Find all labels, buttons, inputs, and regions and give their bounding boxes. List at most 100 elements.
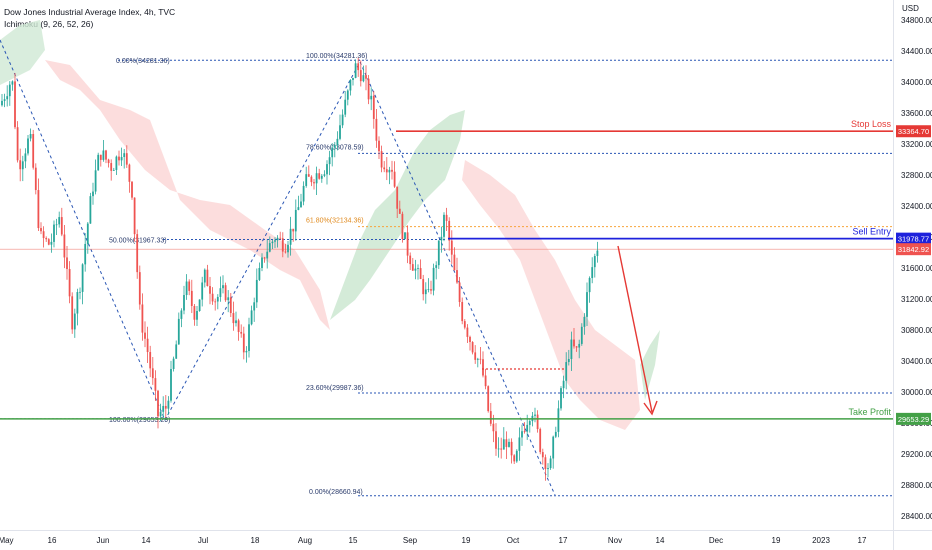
candle-body xyxy=(346,90,349,100)
candle-body xyxy=(123,153,126,158)
candle-body xyxy=(378,140,380,152)
candle-body xyxy=(396,186,399,209)
x-tick-label: Nov xyxy=(608,536,622,545)
candle-body xyxy=(320,175,323,179)
candle-body xyxy=(292,228,295,232)
candle-body xyxy=(474,352,477,360)
candle-body xyxy=(489,411,492,424)
candle-body xyxy=(190,290,193,306)
projection-arrow-head xyxy=(643,400,658,416)
candle-body xyxy=(175,344,178,359)
candle-body xyxy=(544,457,547,470)
candle-body xyxy=(250,310,253,325)
candle-body xyxy=(409,255,412,265)
candle-body xyxy=(216,296,219,302)
fib-label: 0.00%(28660.94) xyxy=(309,489,363,496)
candle-body xyxy=(567,358,570,363)
candle-body xyxy=(193,305,196,320)
candle-body xyxy=(310,176,313,183)
candle-body xyxy=(24,153,27,162)
candle-body xyxy=(180,310,183,319)
fibonacci-levels: 0.00%(34281.36)50.00%(31967.33)100.00%(2… xyxy=(0,39,893,497)
candle-body xyxy=(198,299,201,312)
candle-body xyxy=(144,332,146,339)
candle-body xyxy=(172,358,175,369)
candle-body xyxy=(76,292,79,314)
current-price-tag-text: 31842.92 xyxy=(898,245,929,254)
candle-body xyxy=(461,302,464,322)
y-tick-label: 30000.00 xyxy=(901,388,932,397)
candle-body xyxy=(323,174,326,176)
candle-body xyxy=(560,388,562,409)
candle-body xyxy=(115,156,118,170)
x-tick-label: Jul xyxy=(198,536,208,545)
x-tick-label: 18 xyxy=(251,536,260,545)
axis-currency-label: USD xyxy=(902,4,919,13)
candle-body xyxy=(443,214,445,237)
candle-body xyxy=(141,304,144,333)
candle-body xyxy=(315,173,318,184)
candle-body xyxy=(536,414,539,430)
price-axis-tag-text: 31978.77 xyxy=(898,235,929,244)
candle-body xyxy=(105,150,107,160)
y-tick-label: 28800.00 xyxy=(901,481,932,490)
candle-body xyxy=(307,174,310,177)
candle-body xyxy=(430,289,432,291)
candle-body xyxy=(362,75,365,82)
price-axis-tag-text: 33364.70 xyxy=(898,127,929,136)
candle-body xyxy=(344,99,347,115)
candle-body xyxy=(588,278,591,293)
candle-body xyxy=(445,214,448,221)
candle-body xyxy=(222,285,224,289)
candle-body xyxy=(50,241,53,245)
candle-body xyxy=(549,458,552,469)
candle-body xyxy=(45,238,48,240)
candle-body xyxy=(79,291,81,293)
candle-body xyxy=(305,174,308,186)
chart-legend: Dow Jones Industrial Average Index, 4h, … xyxy=(4,6,175,30)
candle-body xyxy=(86,223,89,244)
candle-body xyxy=(284,251,287,253)
candle-body xyxy=(29,134,32,139)
candle-body xyxy=(32,134,35,168)
x-tick-label: 14 xyxy=(656,536,665,545)
candle-body xyxy=(99,154,102,160)
x-tick-label: 17 xyxy=(858,536,867,545)
x-tick-label: May xyxy=(0,536,14,545)
cloud-bearish-region xyxy=(462,160,640,430)
candle-body xyxy=(518,437,521,451)
candle-body xyxy=(448,220,451,241)
candle-body xyxy=(211,293,214,302)
candle-body xyxy=(42,231,45,239)
x-tick-label: 2023 xyxy=(812,536,830,545)
candle-body xyxy=(534,414,536,416)
candle-body xyxy=(456,270,458,283)
candle-body xyxy=(437,240,440,266)
candle-body xyxy=(55,224,58,226)
candle-body xyxy=(125,153,128,165)
candle-body xyxy=(557,408,560,432)
candle-body xyxy=(149,352,152,369)
candle-body xyxy=(219,288,222,297)
candle-body xyxy=(21,161,24,170)
candle-body xyxy=(450,240,453,255)
x-tick-label: 17 xyxy=(559,536,568,545)
candle-body xyxy=(268,243,271,252)
candle-body xyxy=(411,264,414,271)
candle-body xyxy=(404,232,406,240)
candle-body xyxy=(388,169,391,173)
candle-body xyxy=(383,167,386,170)
candle-body xyxy=(562,380,565,389)
candle-body xyxy=(185,281,188,296)
candle-body xyxy=(245,350,248,353)
candle-body xyxy=(261,257,263,268)
candle-body xyxy=(34,167,37,191)
candle-body xyxy=(352,77,354,80)
candle-body xyxy=(170,368,172,401)
candle-body xyxy=(570,339,573,359)
price-axis-tag xyxy=(896,412,931,425)
candle-body xyxy=(188,281,191,291)
candle-body xyxy=(128,164,131,182)
ichimoku-cloud xyxy=(0,20,660,430)
